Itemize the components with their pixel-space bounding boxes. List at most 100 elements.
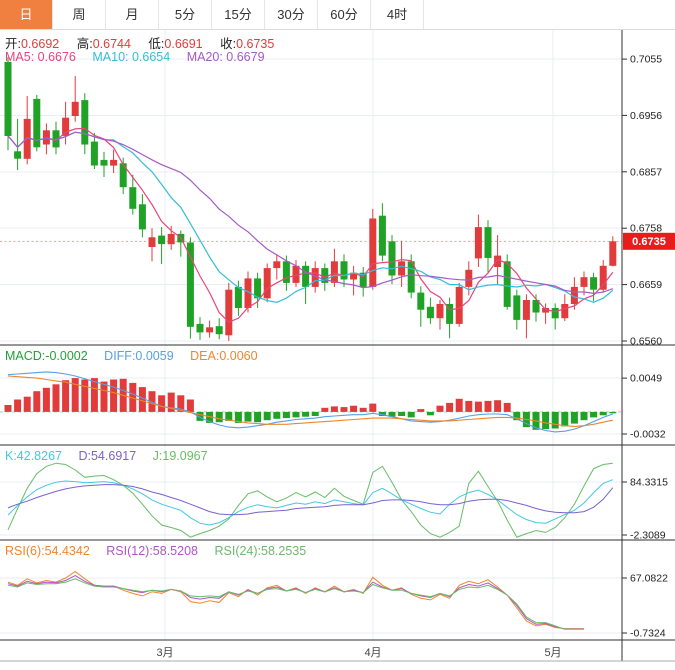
candle-body xyxy=(378,215,386,256)
macd-bar xyxy=(158,395,166,412)
macd-bar xyxy=(599,411,607,416)
macd-bar xyxy=(388,411,396,417)
candle-body xyxy=(263,268,271,299)
macd-bar xyxy=(580,411,588,421)
tab-4时[interactable]: 4时 xyxy=(371,0,424,29)
timeframe-tabbar: 日周月 5分 15分 30分 60分 4时 xyxy=(0,0,675,30)
candle-body xyxy=(42,130,50,145)
month-label: 3月 xyxy=(156,647,173,659)
macd-bar xyxy=(206,411,214,423)
tab-月[interactable]: 月 xyxy=(106,0,159,29)
macd-bar xyxy=(359,407,367,412)
macd-bar xyxy=(513,411,521,421)
candle-body xyxy=(465,269,473,287)
macd-bar xyxy=(4,405,12,412)
candle-body xyxy=(282,261,290,283)
price-badge xyxy=(623,232,675,250)
ma10-line xyxy=(7,131,614,304)
candle-body xyxy=(244,278,252,308)
macd-bar xyxy=(186,399,194,412)
axis-label: 67.0822 xyxy=(630,573,668,585)
macd-bar xyxy=(417,409,425,412)
kdj-layer xyxy=(7,462,614,538)
candle-body xyxy=(254,278,262,299)
candle-body xyxy=(225,289,233,336)
candle-body xyxy=(580,277,588,287)
j-line xyxy=(7,462,613,538)
tab-5分[interactable]: 5分 xyxy=(159,0,212,29)
chart-canvas: 0.7055 0.6956 0.6857 0.6758 0.6659 0.6560 0.00… xyxy=(0,30,675,662)
candle-body xyxy=(388,241,396,276)
candle-body xyxy=(110,159,118,166)
candle-body xyxy=(369,218,377,287)
tab-周[interactable]: 周 xyxy=(53,0,106,29)
macd-bar xyxy=(62,380,70,412)
candle-body xyxy=(186,242,194,327)
gridlines xyxy=(0,30,622,640)
month-label: 5月 xyxy=(544,647,561,659)
candle-body xyxy=(138,204,146,230)
tab-60分[interactable]: 60分 xyxy=(318,0,371,29)
macd-bar xyxy=(369,403,377,412)
diff-line xyxy=(7,371,613,433)
candle-body xyxy=(561,304,569,319)
chart-area[interactable]: 开:0.6692 高:0.6744 低:0.6691 收:0.6735 MA5:… xyxy=(0,30,675,662)
macd-bar xyxy=(302,411,310,417)
macd-bar xyxy=(33,391,41,412)
macd-bar xyxy=(148,391,156,412)
rsi24-line xyxy=(7,578,584,630)
candle-body xyxy=(71,101,79,116)
candle-body xyxy=(215,326,223,335)
frame xyxy=(0,30,675,662)
macd-bar xyxy=(263,411,271,421)
k-line xyxy=(7,479,613,526)
candle-body xyxy=(4,61,12,136)
macd-bar xyxy=(398,411,406,416)
macd-bar xyxy=(474,401,482,412)
candle-body xyxy=(532,300,540,313)
axis-label: 0.6659 xyxy=(630,279,662,291)
macd-bar xyxy=(254,411,262,423)
candle-body xyxy=(350,272,358,280)
candle-body xyxy=(273,261,281,269)
macd-bar xyxy=(378,411,386,416)
tab-30分[interactable]: 30分 xyxy=(265,0,318,29)
macd-layer xyxy=(4,371,617,433)
candle-body xyxy=(321,268,329,283)
macd-bar xyxy=(407,411,415,418)
candle-body xyxy=(446,304,454,324)
axis-label: -0.7324 xyxy=(630,628,666,640)
candle-body xyxy=(484,227,492,258)
candle-body xyxy=(52,130,60,148)
macd-bar xyxy=(551,411,559,429)
candle-body xyxy=(234,286,242,308)
candle-body xyxy=(196,323,204,333)
macd-bar xyxy=(52,384,60,412)
candle-body xyxy=(436,304,444,319)
candles-layer xyxy=(4,57,617,341)
rsi6-line xyxy=(7,570,584,630)
candle-body xyxy=(206,327,214,333)
candle-body xyxy=(494,255,502,267)
macd-bar xyxy=(71,378,79,412)
candle-body xyxy=(455,286,463,324)
candle-body xyxy=(119,163,127,188)
candle-body xyxy=(167,233,175,245)
candle-body xyxy=(148,237,156,247)
macd-bar xyxy=(311,411,319,416)
macd-bar xyxy=(244,411,252,422)
macd-bar xyxy=(561,411,569,427)
macd-bar xyxy=(81,379,89,412)
macd-bar xyxy=(215,411,223,423)
candle-body xyxy=(100,159,108,166)
candle-body xyxy=(599,265,607,290)
candle-body xyxy=(158,235,166,245)
candle-body xyxy=(513,295,521,320)
tab-日[interactable]: 日 xyxy=(0,0,53,29)
macd-bar xyxy=(426,411,434,416)
candle-body xyxy=(542,308,550,313)
candle-body xyxy=(81,100,89,145)
macd-bar xyxy=(350,405,358,412)
tab-15分[interactable]: 15分 xyxy=(212,0,265,29)
